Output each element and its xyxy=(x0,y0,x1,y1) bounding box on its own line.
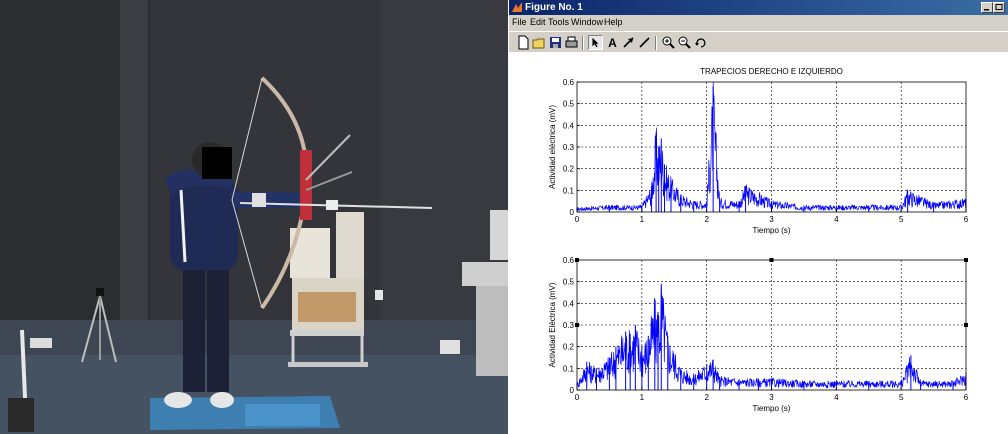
plots-svg: 0 1 2 3 4 5 6 0 0.1 0.2 0.3 0.4 0.5 0.6 TRAPECIOS DERE… xyxy=(548,67,969,413)
axes2-ytick-label: 0.3 xyxy=(563,321,575,330)
tripod xyxy=(81,288,117,363)
new-figure-icon[interactable] xyxy=(516,35,531,50)
axes1-xtick-label: 5 xyxy=(899,215,904,224)
axes1-xlabel: Tiempo (s) xyxy=(753,226,791,235)
axes2-ylabel: Actividad Eléctrica (mV) xyxy=(548,282,557,367)
menu-help[interactable]: Help xyxy=(604,17,623,27)
save-icon[interactable] xyxy=(548,35,563,50)
insert-text-label: A xyxy=(608,36,617,50)
axes2-xtick-label: 4 xyxy=(834,393,839,402)
axes1-xtick-label: 0 xyxy=(575,215,580,224)
minimize-button[interactable] xyxy=(981,2,993,13)
axes1-ylabel: Actividad eléctrica (mV) xyxy=(548,105,557,189)
axes2-xtick-label: 1 xyxy=(640,393,645,402)
menu-edit[interactable]: Edit xyxy=(530,17,546,27)
archer xyxy=(164,142,302,408)
right-equipment xyxy=(375,210,508,376)
archer-photo-drawing xyxy=(0,0,508,434)
axes2-ytick-label: 0.6 xyxy=(563,256,575,265)
axes2-xlabel: Tiempo (s) xyxy=(753,404,791,413)
axes1-xtick-label: 4 xyxy=(834,215,839,224)
maximize-button[interactable] xyxy=(993,2,1005,13)
axes2-selection-handle[interactable] xyxy=(964,323,968,327)
axes1-ytick-label: 0.3 xyxy=(563,143,575,152)
axes1-ytick-label: 0.5 xyxy=(563,100,575,109)
window-title: Figure No. 1 xyxy=(525,2,583,13)
toolbar-separator xyxy=(582,36,584,50)
matlab-icon xyxy=(512,2,522,12)
axes1-ytick-label: 0.1 xyxy=(563,186,575,195)
open-icon[interactable] xyxy=(532,35,547,50)
minimize-icon xyxy=(984,9,989,11)
maximize-icon xyxy=(995,4,1003,10)
axes2-ytick-label: 0 xyxy=(570,386,575,395)
axes2-xtick-label: 2 xyxy=(704,393,709,402)
axes2-xtick-label: 3 xyxy=(769,393,774,402)
axes1-ytick-label: 0.2 xyxy=(563,165,575,174)
insert-line-icon[interactable] xyxy=(637,35,652,50)
axes1-xtick-label: 3 xyxy=(769,215,774,224)
axes1-xtick-label: 1 xyxy=(640,215,645,224)
axes2-ytick-label: 0.5 xyxy=(563,278,575,287)
insert-text-icon[interactable]: A xyxy=(605,35,620,50)
zoom-out-icon[interactable] xyxy=(677,35,692,50)
toolbar-separator xyxy=(655,36,657,50)
axes2-xtick-label: 6 xyxy=(964,393,969,402)
window-titlebar[interactable]: Figure No. 1 xyxy=(509,0,1008,15)
axes2-selection-handle[interactable] xyxy=(964,258,968,262)
figure-window: Figure No. 1 File Edit Tools Window Help xyxy=(509,0,1008,434)
axes2-selection-handle[interactable] xyxy=(575,323,579,327)
archer-photo xyxy=(0,0,508,434)
rotate-3d-icon[interactable] xyxy=(693,35,708,50)
print-icon[interactable] xyxy=(564,35,579,50)
axes1-ytick-label: 0 xyxy=(570,208,575,217)
axes1-ytick-label: 0.4 xyxy=(563,121,575,130)
bow xyxy=(231,76,433,310)
axes2-ytick-label: 0.4 xyxy=(563,299,575,308)
axes2-selection-handle[interactable] xyxy=(575,258,579,262)
menu-tools[interactable]: Tools xyxy=(548,17,570,27)
zoom-in-icon[interactable] xyxy=(661,35,676,50)
figure-canvas: 0 1 2 3 4 5 6 0 0.1 0.2 0.3 0.4 0.5 0.6 TRAPECIOS DERE… xyxy=(509,52,1008,434)
axes2-xtick-label: 0 xyxy=(575,393,580,402)
menu-window[interactable]: Window xyxy=(571,17,604,27)
axes1-title: TRAPECIOS DERECHO E IZQUIERDO xyxy=(700,67,843,76)
select-arrow-icon[interactable] xyxy=(588,35,603,50)
axes2-ytick-label: 0.2 xyxy=(563,343,575,352)
figure-toolbar: A xyxy=(509,31,1008,53)
insert-arrow-icon[interactable] xyxy=(621,35,636,50)
menu-bar: File Edit Tools Window Help xyxy=(509,15,1008,29)
axes2-selection-handle[interactable] xyxy=(769,258,774,262)
axes2-ytick-label: 0.1 xyxy=(563,364,575,373)
axes1-xtick-label: 2 xyxy=(704,215,709,224)
axes1-ytick-label: 0.6 xyxy=(563,78,575,87)
axes2-xtick-label: 5 xyxy=(899,393,904,402)
white-stand xyxy=(8,329,52,432)
menu-file[interactable]: File xyxy=(512,17,527,27)
axes1-xtick-label: 6 xyxy=(964,215,969,224)
